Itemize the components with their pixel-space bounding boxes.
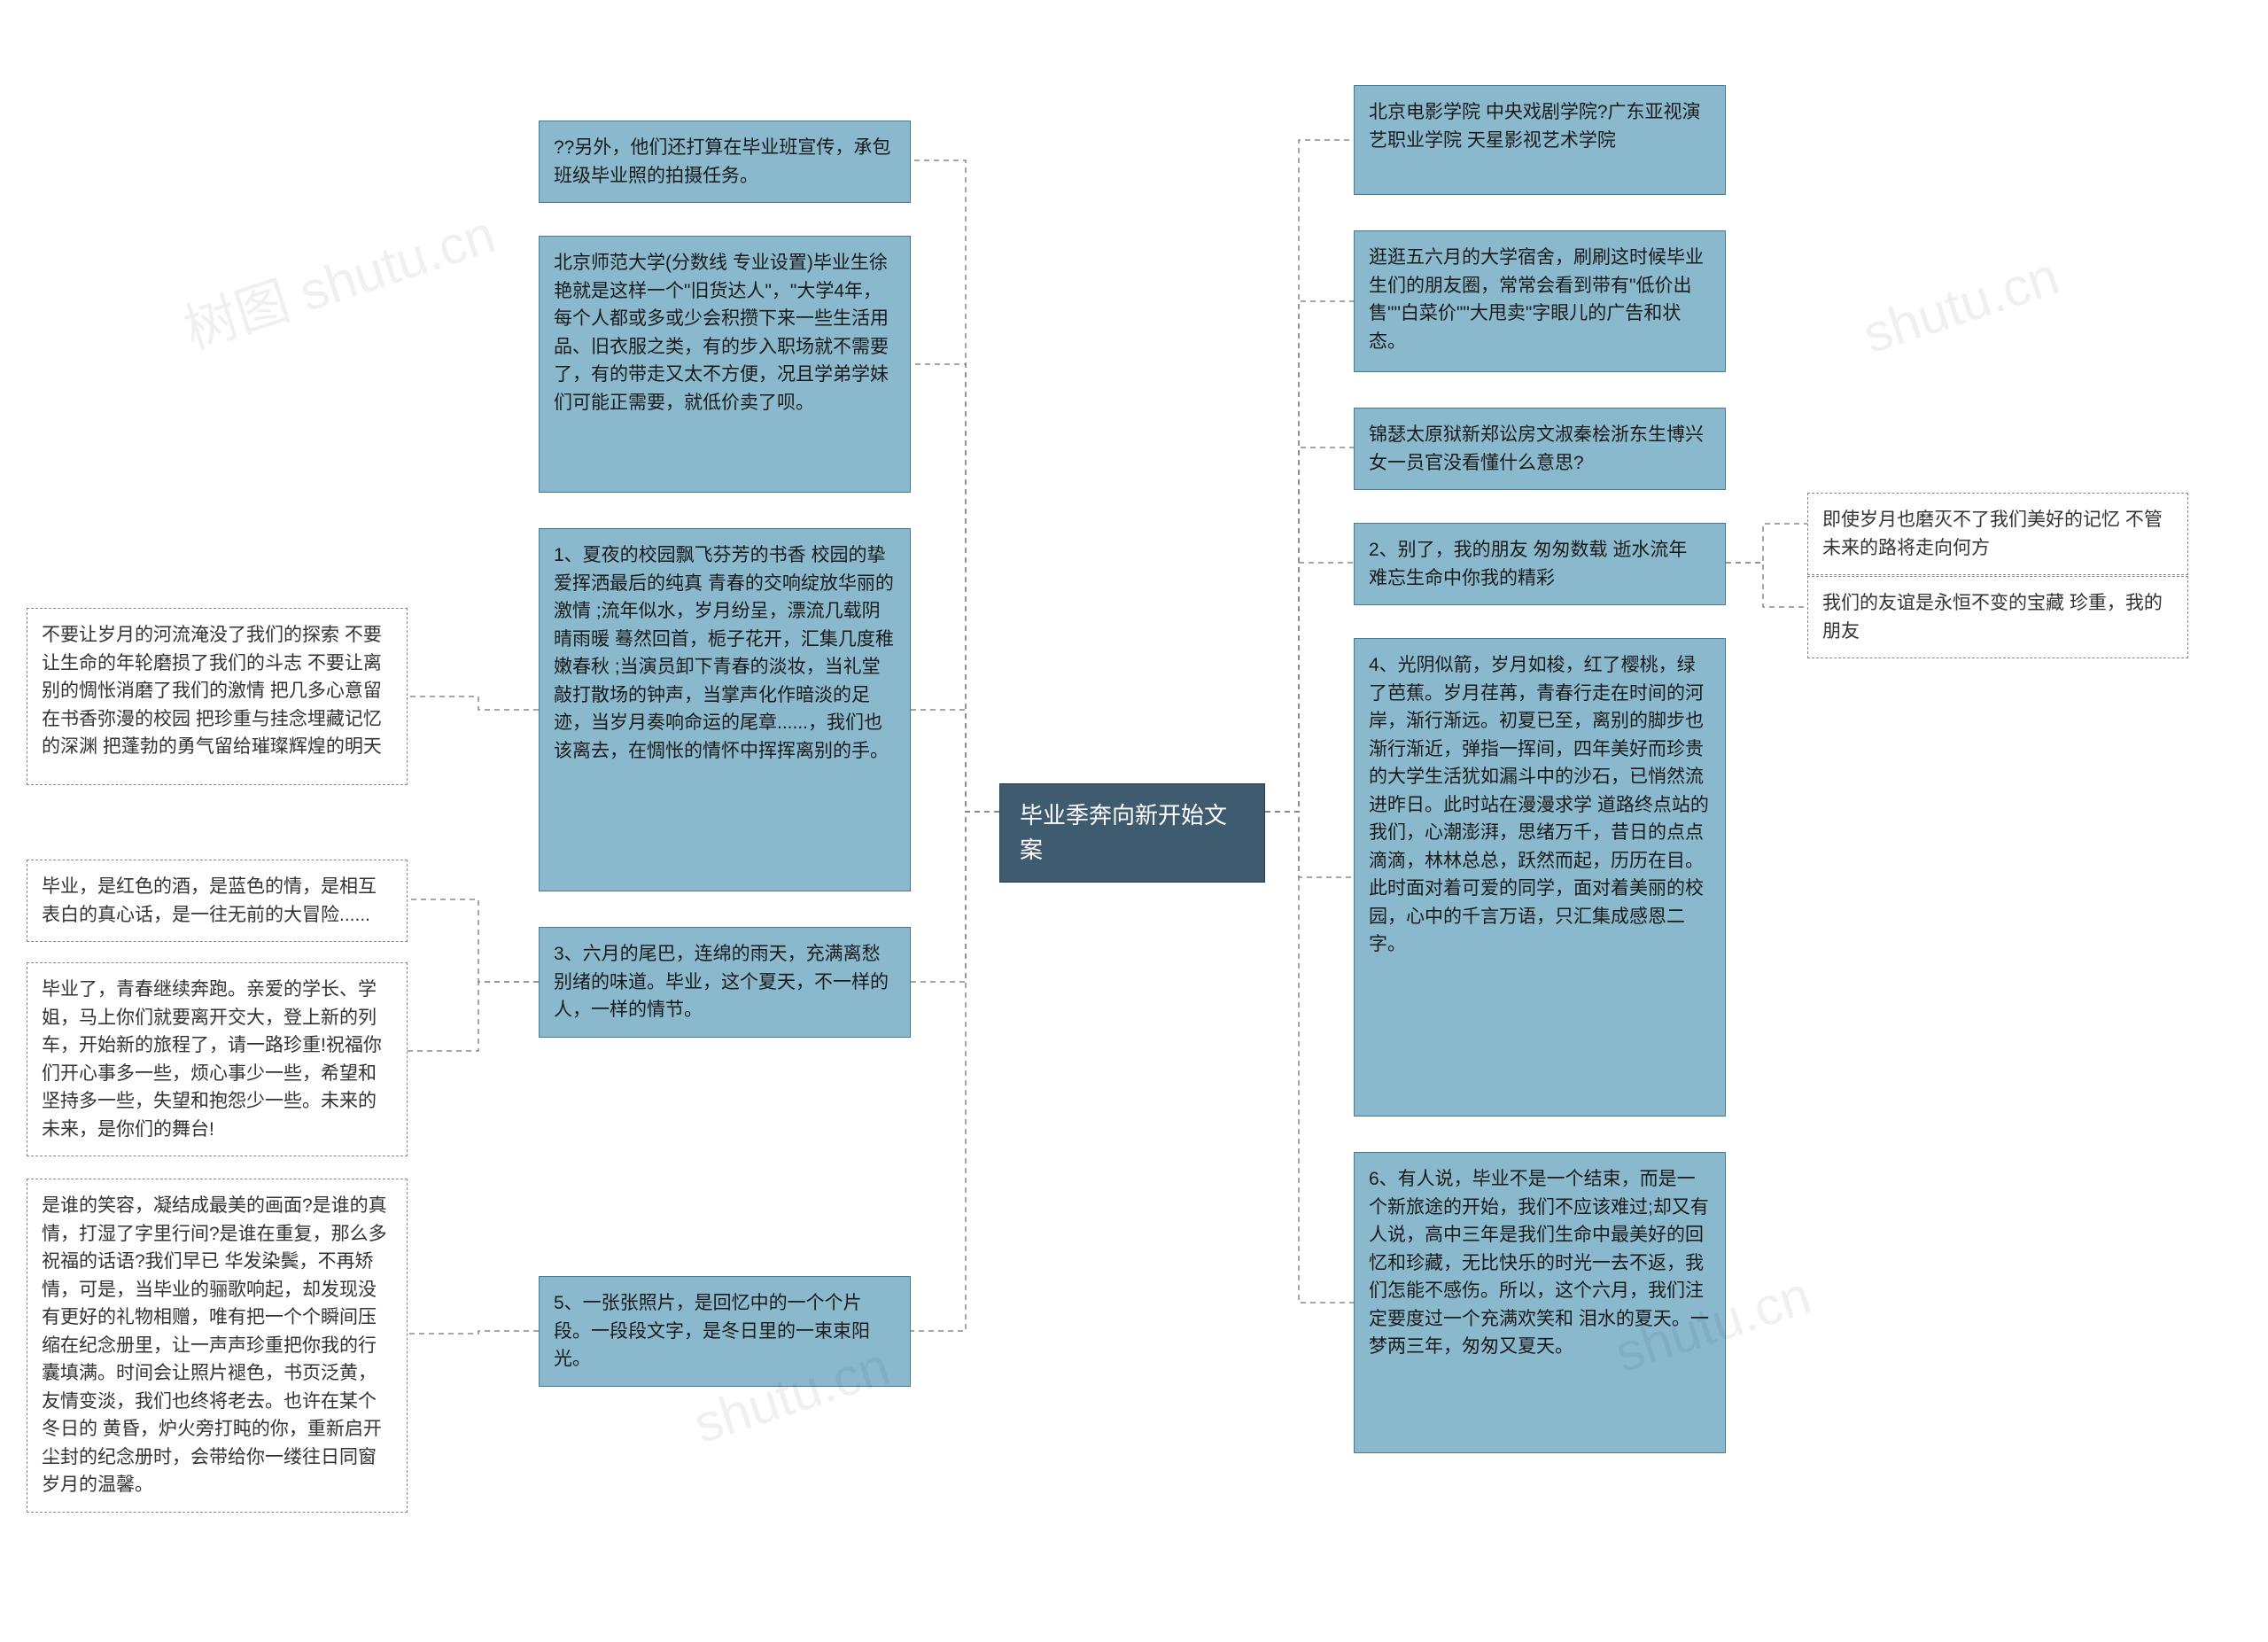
leaf-node-r4a: 即使岁月也磨灭不了我们美好的记忆 不管未来的路将走向何方 (1807, 493, 2188, 575)
branch-node-r5: 4、光阴似箭，岁月如梭，红了樱桃，绿了芭蕉。岁月荏苒，青春行走在时间的河岸，渐行… (1354, 638, 1726, 1117)
watermark: 树图 shutu.cn (173, 191, 503, 364)
node-label: 即使岁月也磨灭不了我们美好的记忆 不管未来的路将走向何方 (1822, 510, 2163, 558)
branch-node-r3: 锦瑟太原狱新郑讼房文淑秦桧浙东生博兴女一员官没看懂什么意思? (1354, 408, 1726, 490)
node-label: 4、光阴似箭，岁月如梭，红了樱桃，绿了芭蕉。岁月荏苒，青春行走在时间的河岸，渐行… (1369, 655, 1709, 954)
branch-node-r2: 逛逛五六月的大学宿舍，刷刷这时候毕业生们的朋友圈，常常会看到带有"低价出售""白… (1354, 230, 1726, 372)
node-label: 不要让岁月的河流淹没了我们的探索 不要让生命的年轮磨损了我们的斗志 不要让离别的… (42, 625, 382, 757)
branch-node-r1: 北京电影学院 中央戏剧学院?广东亚视演艺职业学院 天星影视艺术学院 (1354, 85, 1726, 195)
node-label: 是谁的笑容，凝结成最美的画面?是谁的真情，打湿了字里行间?是谁在重复，那么多祝福… (42, 1195, 387, 1495)
watermark: shutu.cn (1856, 245, 2066, 366)
branch-node-l4: 3、六月的尾巴，连绵的雨天，充满离愁别绪的味道。毕业，这个夏天，不一样的人，一样… (539, 927, 911, 1038)
center-node-c0: 毕业季奔向新开始文案 (999, 783, 1265, 883)
node-label: 毕业了，青春继续奔跑。亲爱的学长、学姐，马上你们就要离开交大，登上新的列车，开始… (42, 979, 382, 1140)
branch-node-l1: ??另外，他们还打算在毕业班宣传，承包班级毕业照的拍摄任务。 (539, 121, 911, 203)
leaf-node-l3a: 不要让岁月的河流淹没了我们的探索 不要让生命的年轮磨损了我们的斗志 不要让离别的… (27, 608, 408, 785)
node-label: 逛逛五六月的大学宿舍，刷刷这时候毕业生们的朋友圈，常常会看到带有"低价出售""白… (1369, 247, 1704, 352)
branch-node-l3: 1、夏夜的校园飘飞芬芳的书香 校园的挚爱挥洒最后的纯真 青春的交响绽放华丽的激情… (539, 528, 911, 891)
leaf-node-l4a: 毕业，是红色的酒，是蓝色的情，是相互表白的真心话，是一往无前的大冒险...... (27, 860, 408, 942)
node-label: 6、有人说，毕业不是一个结束，而是一个新旅途的开始，我们不应该难过;却又有人说，… (1369, 1169, 1709, 1357)
node-label: 北京师范大学(分数线 专业设置)毕业生徐艳就是这样一个"旧货达人"，"大学4年，… (554, 253, 889, 413)
node-label: 3、六月的尾巴，连绵的雨天，充满离愁别绪的味道。毕业，这个夏天，不一样的人，一样… (554, 944, 889, 1020)
node-label: 北京电影学院 中央戏剧学院?广东亚视演艺职业学院 天星影视艺术学院 (1369, 102, 1701, 151)
branch-node-l2: 北京师范大学(分数线 专业设置)毕业生徐艳就是这样一个"旧货达人"，"大学4年，… (539, 236, 911, 493)
node-label: 5、一张张照片，是回忆中的一个个片段。一段段文字，是冬日里的一束束阳光。 (554, 1293, 870, 1369)
leaf-node-l4b: 毕业了，青春继续奔跑。亲爱的学长、学姐，马上你们就要离开交大，登上新的列车，开始… (27, 962, 408, 1156)
node-label: ??另外，他们还打算在毕业班宣传，承包班级毕业照的拍摄任务。 (554, 137, 890, 186)
node-label: 毕业，是红色的酒，是蓝色的情，是相互表白的真心话，是一往无前的大冒险...... (42, 876, 377, 925)
branch-node-r4: 2、别了，我的朋友 匆匆数载 逝水流年 难忘生命中你我的精彩 (1354, 523, 1726, 605)
branch-node-r6: 6、有人说，毕业不是一个结束，而是一个新旅途的开始，我们不应该难过;却又有人说，… (1354, 1152, 1726, 1453)
node-label: 1、夏夜的校园飘飞芬芳的书香 校园的挚爱挥洒最后的纯真 青春的交响绽放华丽的激情… (554, 545, 894, 761)
node-label: 锦瑟太原狱新郑讼房文淑秦桧浙东生博兴女一员官没看懂什么意思? (1369, 424, 1704, 473)
node-label: 毕业季奔向新开始文案 (1020, 802, 1227, 863)
node-label: 2、别了，我的朋友 匆匆数载 逝水流年 难忘生命中你我的精彩 (1369, 540, 1687, 588)
leaf-node-r4b: 我们的友谊是永恒不变的宝藏 珍重，我的朋友 (1807, 576, 2188, 658)
leaf-node-l5a: 是谁的笑容，凝结成最美的画面?是谁的真情，打湿了字里行间?是谁在重复，那么多祝福… (27, 1179, 408, 1513)
branch-node-l5: 5、一张张照片，是回忆中的一个个片段。一段段文字，是冬日里的一束束阳光。 (539, 1276, 911, 1387)
node-label: 我们的友谊是永恒不变的宝藏 珍重，我的朋友 (1822, 593, 2163, 642)
